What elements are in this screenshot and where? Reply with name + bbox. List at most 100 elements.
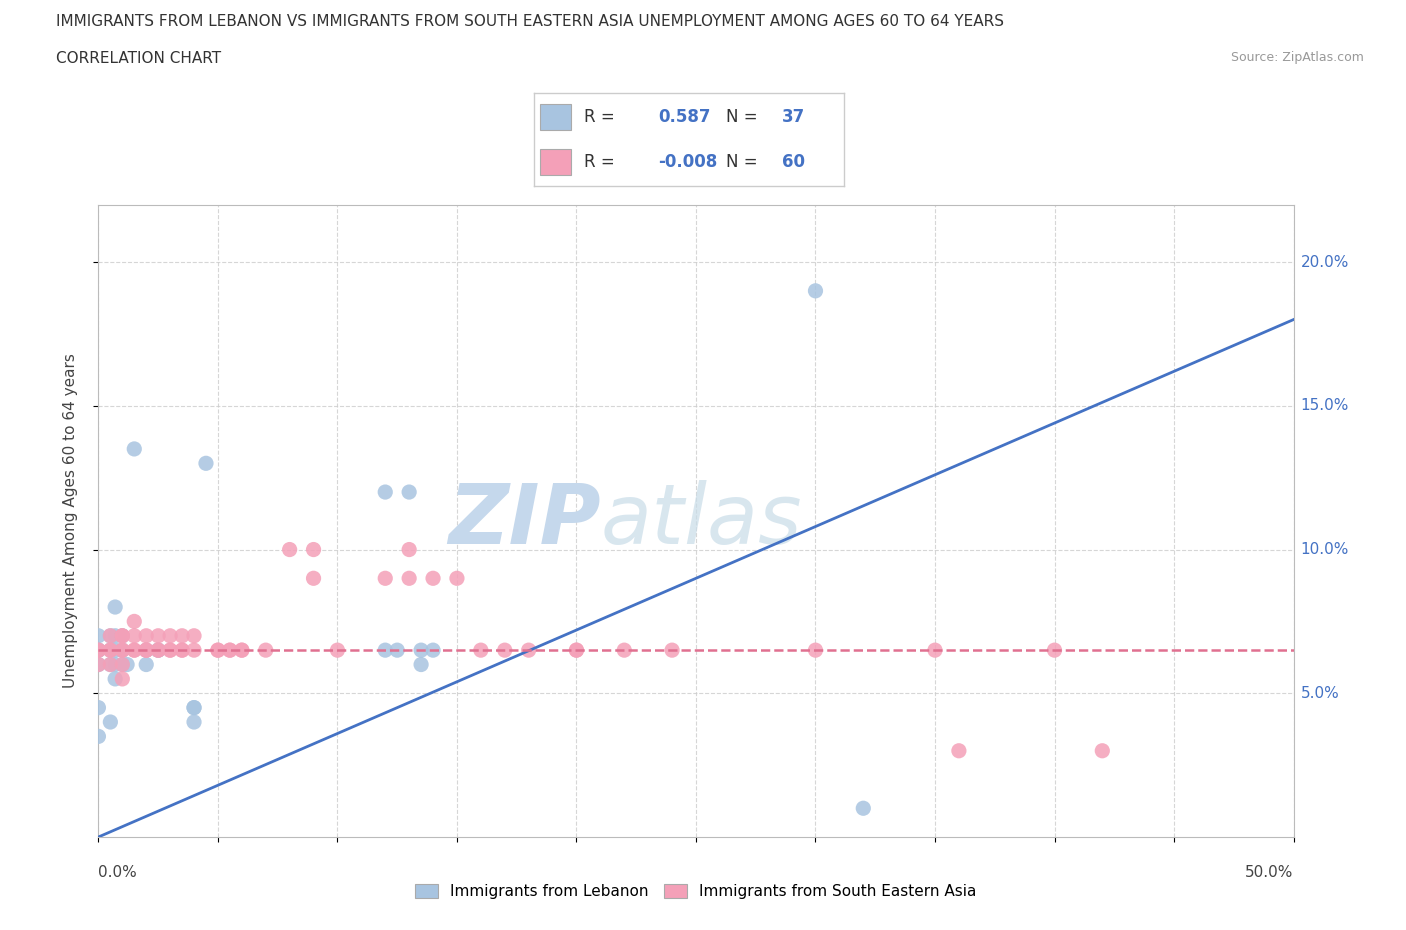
Point: [422, 643, 444, 658]
Point: [470, 643, 492, 658]
Point: [494, 643, 516, 658]
Point: [148, 643, 170, 658]
Point: [98, 658, 122, 672]
Point: [148, 643, 170, 658]
Point: [231, 643, 253, 658]
Point: [924, 643, 946, 658]
Point: [183, 714, 205, 729]
Point: [124, 643, 146, 658]
Text: CORRELATION CHART: CORRELATION CHART: [56, 51, 221, 66]
Point: [87, 658, 110, 672]
Point: [111, 629, 134, 644]
Point: [183, 700, 205, 715]
Point: [135, 629, 157, 644]
Point: [302, 571, 325, 586]
Text: 60: 60: [782, 153, 804, 171]
Point: [87, 729, 110, 744]
Text: -0.008: -0.008: [658, 153, 717, 171]
Point: [183, 629, 205, 644]
Point: [98, 629, 122, 644]
Point: [374, 571, 396, 586]
Point: [135, 643, 157, 658]
Text: 5.0%: 5.0%: [1301, 685, 1339, 701]
Point: [374, 643, 396, 658]
Point: [87, 700, 110, 715]
Point: [172, 629, 194, 644]
Point: [135, 643, 157, 658]
Point: [446, 571, 468, 586]
Point: [278, 542, 301, 557]
Point: [135, 643, 157, 658]
Point: [87, 643, 110, 658]
Point: [87, 643, 110, 658]
Point: [111, 658, 134, 672]
Point: [87, 658, 110, 672]
Point: [565, 643, 588, 658]
Point: [385, 643, 409, 658]
Point: [87, 629, 110, 644]
Text: Source: ZipAtlas.com: Source: ZipAtlas.com: [1230, 51, 1364, 64]
Y-axis label: Unemployment Among Ages 60 to 64 years: Unemployment Among Ages 60 to 64 years: [63, 353, 77, 688]
Point: [124, 614, 146, 629]
Point: [948, 743, 970, 758]
Point: [148, 643, 170, 658]
Point: [398, 542, 420, 557]
Point: [124, 643, 146, 658]
Point: [104, 671, 127, 686]
Text: N =: N =: [725, 108, 758, 126]
Text: 37: 37: [782, 108, 806, 126]
Point: [159, 629, 181, 644]
Point: [111, 671, 134, 686]
Text: R =: R =: [583, 108, 614, 126]
Point: [98, 629, 122, 644]
Point: [852, 801, 875, 816]
Point: [148, 629, 170, 644]
Point: [565, 643, 588, 658]
Point: [135, 643, 157, 658]
Point: [124, 442, 146, 457]
Text: IMMIGRANTS FROM LEBANON VS IMMIGRANTS FROM SOUTH EASTERN ASIA UNEMPLOYMENT AMONG: IMMIGRANTS FROM LEBANON VS IMMIGRANTS FR…: [56, 14, 1004, 29]
Point: [183, 643, 205, 658]
Point: [104, 629, 127, 644]
Point: [374, 485, 396, 499]
Point: [135, 658, 157, 672]
FancyBboxPatch shape: [540, 149, 571, 175]
Point: [804, 284, 827, 299]
Point: [124, 629, 146, 644]
Point: [517, 643, 540, 658]
Legend: Immigrants from Lebanon, Immigrants from South Eastern Asia: Immigrants from Lebanon, Immigrants from…: [409, 878, 983, 905]
Point: [111, 658, 134, 672]
Point: [98, 714, 122, 729]
Text: ZIP: ZIP: [447, 480, 600, 562]
Point: [111, 643, 134, 658]
Point: [111, 629, 134, 644]
Text: N =: N =: [725, 153, 758, 171]
Point: [111, 643, 134, 658]
Point: [207, 643, 229, 658]
Point: [98, 643, 122, 658]
Point: [115, 658, 138, 672]
Text: 20.0%: 20.0%: [1301, 255, 1348, 270]
Point: [111, 643, 134, 658]
Text: 0.0%: 0.0%: [98, 865, 138, 880]
Point: [98, 658, 122, 672]
Point: [1043, 643, 1066, 658]
Point: [254, 643, 277, 658]
Point: [661, 643, 683, 658]
Text: R =: R =: [583, 153, 614, 171]
Point: [98, 643, 122, 658]
Text: 50.0%: 50.0%: [1246, 865, 1294, 880]
Point: [804, 643, 827, 658]
Point: [422, 571, 444, 586]
Text: 10.0%: 10.0%: [1301, 542, 1348, 557]
Point: [194, 456, 217, 471]
Point: [411, 658, 433, 672]
Point: [104, 643, 127, 658]
Point: [231, 643, 253, 658]
Point: [302, 542, 325, 557]
Point: [148, 643, 170, 658]
Point: [1091, 743, 1114, 758]
Point: [98, 643, 122, 658]
Point: [104, 658, 127, 672]
Text: 15.0%: 15.0%: [1301, 398, 1348, 413]
